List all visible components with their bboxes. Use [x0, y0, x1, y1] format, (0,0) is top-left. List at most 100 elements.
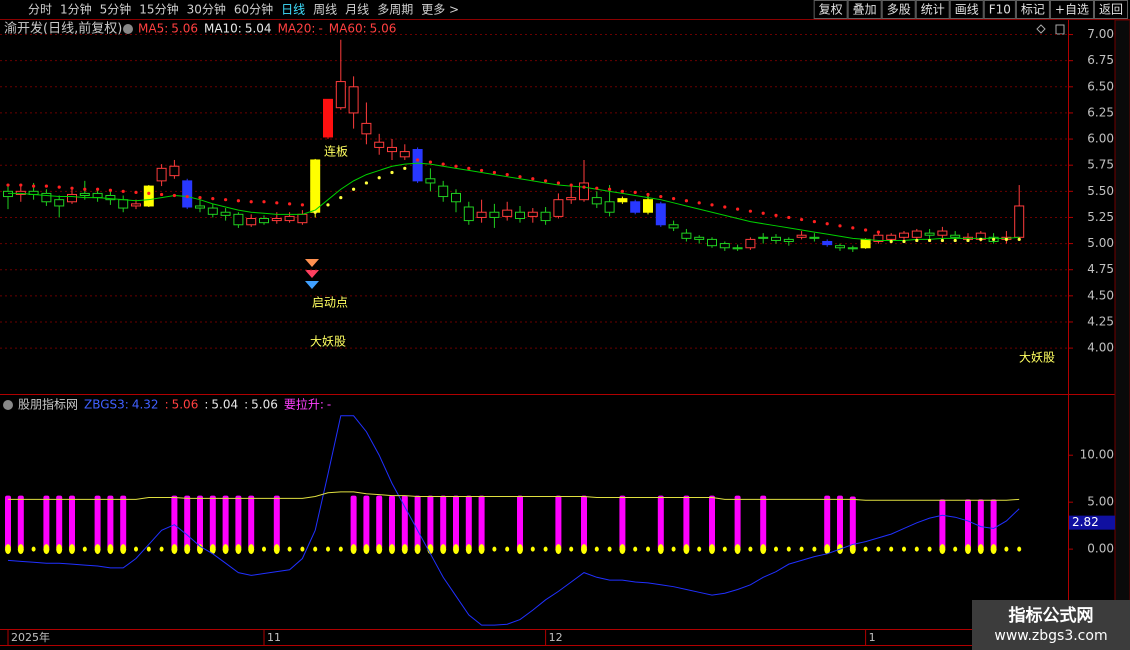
candle-body [566, 197, 577, 201]
toolbar-button[interactable]: F10 [989, 3, 1011, 17]
zero-dot [876, 546, 881, 552]
signal-dot [134, 190, 138, 194]
candle-body [924, 232, 935, 236]
candle-body [579, 182, 589, 201]
signal-dot [172, 193, 176, 198]
button-frame[interactable] [813, 0, 848, 19]
zero-dot [543, 546, 548, 552]
bar [837, 495, 843, 550]
toolbar-button[interactable]: +自选 [1055, 3, 1089, 17]
bar [683, 495, 690, 550]
zero-dot [671, 546, 676, 552]
button-frame[interactable] [1093, 0, 1128, 19]
toolbar-button[interactable]: 统计 [921, 3, 945, 17]
menu-icon[interactable] [123, 24, 133, 34]
candle-body [809, 236, 820, 239]
toolbar-tab[interactable]: 多周期 [377, 3, 413, 17]
y-tick-label: 4.75 [1087, 262, 1114, 276]
toolbar-button[interactable]: 标记 [1021, 3, 1045, 17]
zero-dot [889, 546, 894, 552]
signal-dot [556, 181, 561, 185]
candle-body [873, 234, 884, 242]
icon[interactable] [1036, 24, 1046, 34]
toolbar-button[interactable]: 多股 [887, 3, 911, 17]
button-frame[interactable] [881, 0, 916, 19]
signal-dot [992, 237, 996, 242]
zero-dot [273, 544, 280, 555]
menu-icon[interactable] [3, 400, 13, 410]
zero-dot [517, 544, 523, 555]
button-frame[interactable] [1049, 0, 1094, 19]
signal-dot [889, 239, 893, 244]
candle-body [515, 211, 525, 219]
signal-dot [249, 200, 253, 204]
bar [273, 495, 280, 550]
zero-dot [197, 544, 203, 555]
button-frame[interactable] [847, 0, 882, 19]
zero-dot [465, 544, 472, 555]
toolbar-tab[interactable]: 60分钟 [234, 2, 273, 17]
x-tick-label: 2025年 [11, 630, 50, 644]
zero-dot [709, 544, 715, 555]
candle-body [745, 238, 756, 249]
signal-dot [851, 226, 855, 230]
toolbar-tab[interactable]: 15分钟 [139, 2, 178, 17]
signal-dot [326, 203, 330, 207]
button-frame[interactable] [1015, 0, 1050, 19]
bar [709, 495, 715, 550]
legend-label: MA20: [278, 22, 316, 36]
toolbar-tab[interactable]: 月线 [345, 3, 369, 17]
signal-dot [44, 184, 49, 188]
zero-dot [863, 546, 868, 552]
zero-dot [222, 544, 229, 555]
toolbar-tab[interactable]: 5分钟 [100, 2, 132, 17]
y-tick-label: 6.50 [1087, 79, 1114, 93]
candle-body [15, 190, 26, 195]
bar [619, 495, 626, 550]
toolbar-button[interactable]: 叠加 [853, 3, 877, 17]
bar [657, 495, 664, 550]
candle-body [182, 180, 193, 208]
candle-body [271, 217, 282, 222]
candle-body [387, 146, 397, 153]
candle-body [220, 211, 231, 216]
annotation: 大妖股 [1019, 351, 1055, 365]
signal-dot [185, 194, 189, 199]
bar [990, 499, 997, 550]
signal-dot [313, 210, 317, 214]
candle-body [105, 195, 116, 201]
button-frame[interactable] [915, 0, 950, 19]
y-tick-label: 6.00 [1087, 132, 1114, 146]
signal-dot [838, 224, 842, 228]
annotation: 连板 [324, 144, 348, 159]
legend-label: : [204, 398, 208, 412]
legend-value: 5.04 [211, 398, 238, 412]
bar [363, 495, 370, 550]
zero-dot [376, 544, 383, 555]
icon[interactable] [1055, 24, 1065, 35]
toolbar-button[interactable]: 复权 [819, 3, 843, 17]
legend-label: MA10: [204, 22, 242, 36]
toolbar-tab[interactable]: 日线 [281, 3, 305, 17]
y-tick-label: 5.00 [1087, 495, 1114, 509]
y-tick-label: 6.25 [1087, 105, 1114, 119]
signal-dot [979, 237, 983, 242]
toolbar-tab[interactable]: 更多 > [421, 3, 459, 17]
toolbar-button[interactable]: 返回 [1099, 3, 1123, 17]
watermark-url: www.zbgs3.com [994, 628, 1107, 644]
x-tick-label: 12 [549, 631, 563, 644]
button-frame[interactable] [983, 0, 1016, 19]
toolbar-tab[interactable]: 1分钟 [60, 2, 92, 17]
toolbar-tab[interactable]: 分时 [28, 3, 52, 17]
legend-label: : [165, 398, 169, 412]
indicator-title: 股朋指标网 [18, 397, 78, 412]
zero-dot [262, 546, 266, 552]
toolbar-tab[interactable]: 周线 [313, 3, 337, 17]
toolbar-tab[interactable]: 30分钟 [187, 2, 226, 17]
legend-label: MA60: [329, 22, 367, 36]
button-frame[interactable] [949, 0, 984, 19]
signal-dot [57, 185, 61, 189]
toolbar-button[interactable]: 画线 [955, 3, 979, 17]
